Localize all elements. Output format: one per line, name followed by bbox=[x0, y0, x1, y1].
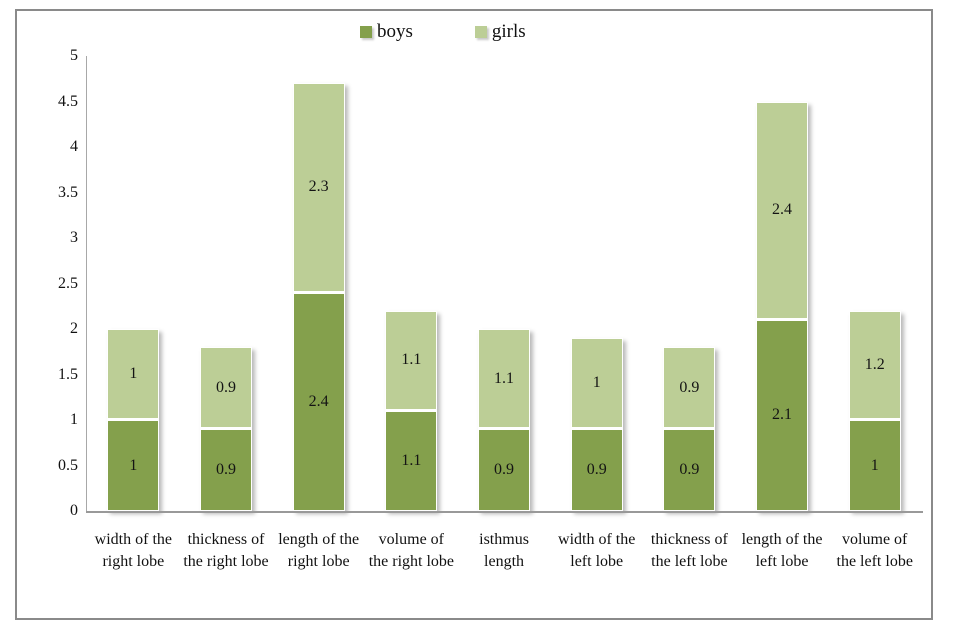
bar-column: 2.3 2.4 bbox=[272, 56, 365, 511]
y-axis-tick-label: 1.5 bbox=[58, 365, 78, 383]
bar-segment-boys: 1 bbox=[107, 420, 160, 511]
x-axis-category-label-text: thickness of the left lobe bbox=[650, 531, 728, 570]
data-label: 0.9 bbox=[494, 461, 515, 479]
bar-column: 0.9 0.9 bbox=[643, 56, 736, 511]
stacked-bar[interactable]: 1 0.9 bbox=[570, 338, 623, 511]
x-axis-category-label: length of the left lobe bbox=[736, 529, 829, 573]
x-axis-category-label-text: isthmus length bbox=[479, 531, 529, 570]
bar-segment-boys: 0.9 bbox=[663, 429, 716, 511]
data-label: 1.1 bbox=[401, 351, 422, 369]
data-label: 0.9 bbox=[679, 461, 700, 479]
bar-segment-girls: 1.2 bbox=[848, 310, 901, 420]
data-label: 1.1 bbox=[401, 451, 422, 469]
stacked-bar[interactable]: 2.4 2.1 bbox=[756, 101, 809, 511]
x-axis-line bbox=[86, 511, 923, 513]
data-label: 2.4 bbox=[772, 201, 793, 219]
y-axis-tick-label: 4.5 bbox=[58, 92, 78, 110]
x-axis-category-label: thickness of the right lobe bbox=[180, 529, 273, 573]
data-label: 1 bbox=[129, 456, 138, 474]
y-axis-tick-label: 1 bbox=[70, 411, 78, 428]
legend: boys girls bbox=[360, 21, 526, 43]
legend-label-boys: boys bbox=[377, 21, 413, 42]
x-axis-category-label: length of the right lobe bbox=[272, 529, 365, 573]
y-axis: 0 0.5 1 1.5 2 2.5 3 3.5 4 4.5 5 bbox=[0, 0, 78, 633]
y-axis-tick-label: 2 bbox=[70, 320, 78, 337]
x-axis: width of the right lobe thickness of the … bbox=[87, 529, 921, 573]
bar-segment-boys: 0.9 bbox=[570, 429, 623, 511]
y-axis-tick-label: 3 bbox=[70, 229, 78, 246]
bar-column: 1.1 1.1 bbox=[365, 56, 458, 511]
bar-segment-girls: 2.3 bbox=[292, 83, 345, 293]
data-label: 1 bbox=[129, 365, 138, 382]
bar-segment-girls: 2.4 bbox=[756, 101, 809, 320]
y-axis-tick-label: 4 bbox=[70, 138, 78, 155]
data-label: 1.2 bbox=[864, 355, 885, 373]
bar-column: 0.9 0.9 bbox=[180, 56, 273, 511]
bar-segment-girls: 0.9 bbox=[663, 347, 716, 430]
bar-segment-girls: 1.1 bbox=[385, 310, 438, 411]
data-label: 2.4 bbox=[308, 392, 329, 410]
data-label: 2.3 bbox=[308, 178, 329, 196]
stacked-bar[interactable]: 1.2 1 bbox=[848, 310, 901, 511]
plot-area: 1 1 0.9 0.9 2.3 2.4 1.1 1.1 1.1 0.9 1 0.9 0.9 0.9 2.4 2… bbox=[87, 56, 921, 511]
x-axis-category-label-text: width of the left lobe bbox=[558, 531, 636, 570]
stacked-bar[interactable]: 0.9 0.9 bbox=[200, 347, 252, 511]
data-label: 1 bbox=[870, 456, 879, 474]
y-axis-tick-label: 5 bbox=[70, 47, 78, 64]
data-label: 1.1 bbox=[494, 369, 515, 387]
y-axis-tick-label: 3.5 bbox=[58, 183, 78, 201]
x-axis-category-label-text: thickness of the right lobe bbox=[183, 531, 269, 570]
bar-segment-boys: 0.9 bbox=[200, 429, 252, 511]
bar-segment-boys: 1.1 bbox=[385, 410, 438, 511]
bar-column: 2.4 2.1 bbox=[736, 56, 829, 511]
data-label: 2.1 bbox=[772, 406, 793, 424]
bar-segment-girls: 1 bbox=[107, 329, 160, 420]
data-label: 0.9 bbox=[216, 461, 236, 479]
bar-segment-girls: 1.1 bbox=[478, 329, 531, 430]
y-axis-tick-label: 0 bbox=[70, 502, 78, 519]
data-label: 0.9 bbox=[586, 461, 607, 479]
bar-segment-boys: 2.1 bbox=[756, 319, 809, 511]
x-axis-category-label-text: volume of the left lobe bbox=[836, 531, 913, 570]
bar-segment-girls: 0.9 bbox=[200, 347, 252, 430]
bar-segment-boys: 2.4 bbox=[292, 292, 345, 511]
x-axis-category-label-text: width of the right lobe bbox=[94, 531, 172, 570]
x-axis-category-label: width of the left lobe bbox=[550, 529, 643, 573]
x-axis-category-label: volume of the right lobe bbox=[365, 529, 458, 573]
y-axis-line bbox=[86, 56, 87, 512]
x-axis-category-label-text: volume of the right lobe bbox=[368, 531, 454, 570]
stacked-bar[interactable]: 0.9 0.9 bbox=[663, 347, 716, 511]
stacked-bar[interactable]: 1.1 0.9 bbox=[478, 329, 531, 511]
data-label: 0.9 bbox=[679, 378, 700, 396]
bar-column: 1.1 0.9 bbox=[458, 56, 551, 511]
x-axis-category-label-text: length of the left lobe bbox=[741, 531, 823, 570]
x-axis-category-label: volume of the left lobe bbox=[828, 529, 921, 573]
stacked-bar[interactable]: 2.3 2.4 bbox=[292, 83, 345, 511]
data-label: 1 bbox=[592, 374, 601, 392]
legend-item-boys[interactable]: boys bbox=[360, 21, 413, 43]
x-axis-category-label-text: length of the right lobe bbox=[278, 531, 360, 570]
x-axis-category-label: width of the right lobe bbox=[87, 529, 180, 573]
bar-column: 1.2 1 bbox=[828, 56, 921, 511]
bar-segment-girls: 1 bbox=[570, 338, 623, 430]
bar-column: 1 0.9 bbox=[550, 56, 643, 511]
bar-segment-boys: 1 bbox=[848, 420, 901, 511]
stacked-bar[interactable]: 1.1 1.1 bbox=[385, 310, 438, 511]
girls-legend-swatch-icon bbox=[474, 26, 487, 38]
bar-segment-boys: 0.9 bbox=[478, 429, 531, 511]
legend-label-girls: girls bbox=[491, 21, 526, 42]
x-axis-category-label: thickness of the left lobe bbox=[643, 529, 736, 573]
data-label: 0.9 bbox=[216, 378, 236, 396]
y-axis-tick-label: 0.5 bbox=[58, 456, 78, 474]
legend-item-girls[interactable]: girls bbox=[474, 21, 526, 43]
x-axis-category-label: isthmus length bbox=[458, 529, 551, 573]
y-axis-tick-label: 2.5 bbox=[58, 274, 78, 292]
boys-legend-swatch-icon bbox=[360, 26, 372, 38]
